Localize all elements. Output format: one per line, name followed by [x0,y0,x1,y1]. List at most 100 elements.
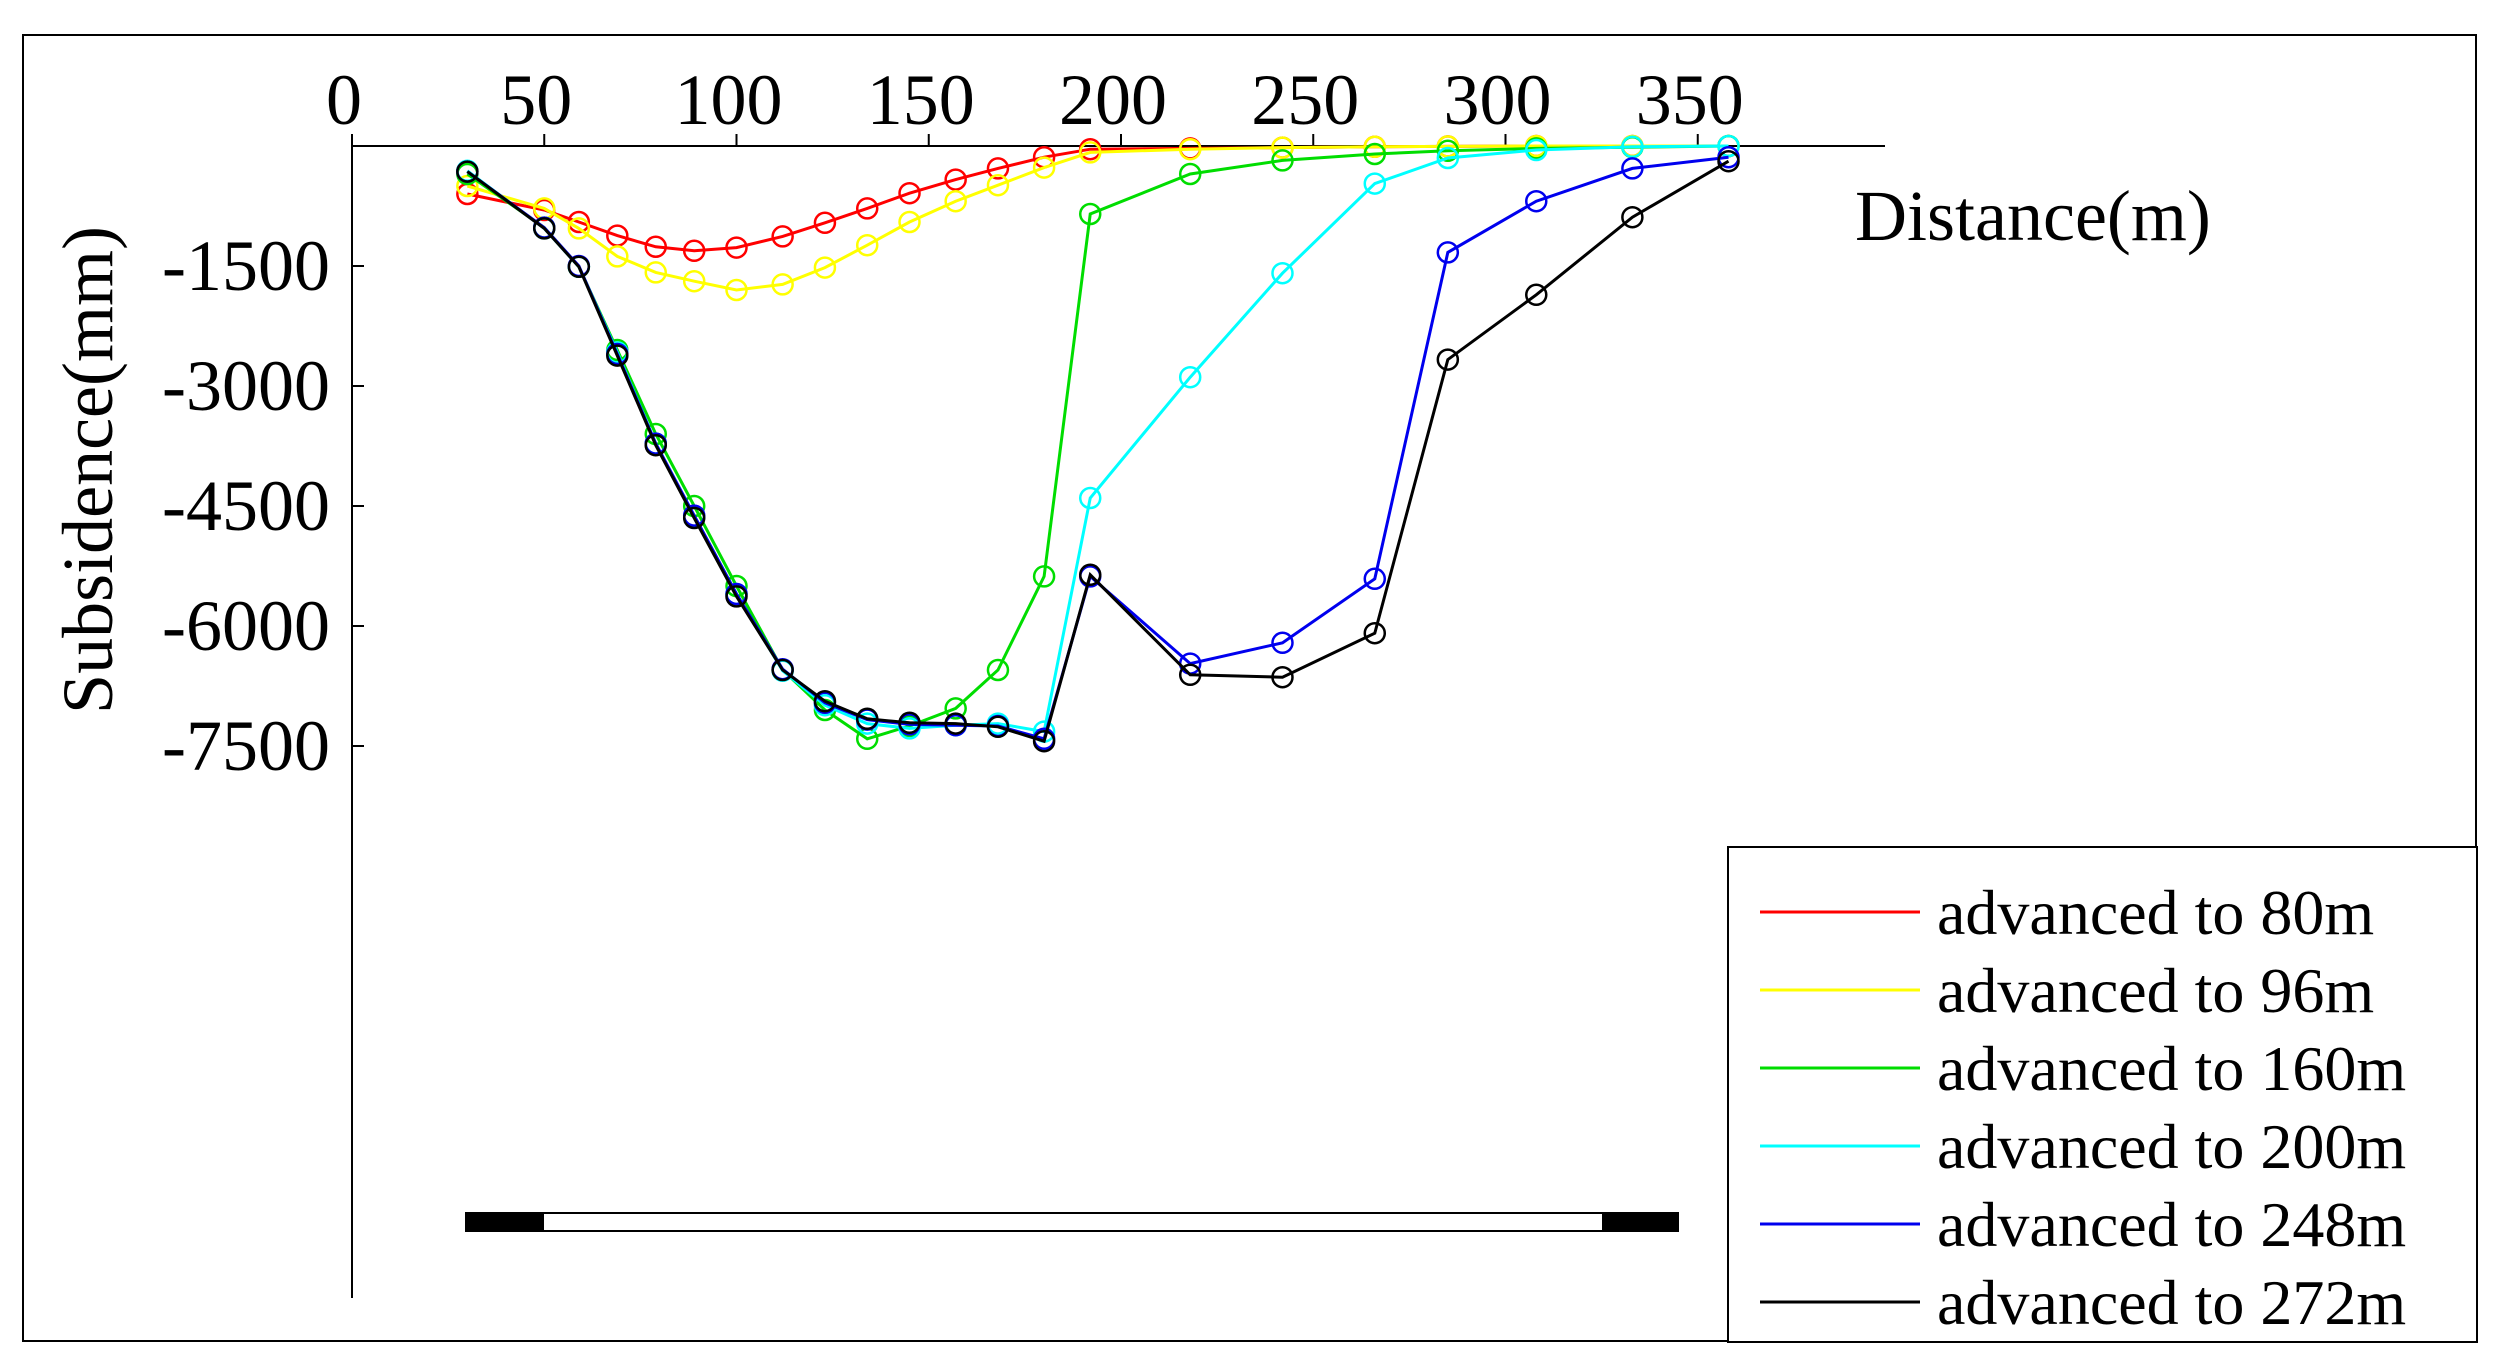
y-axis-label: Subsidence(mm) [48,226,128,714]
data-point [1525,189,1548,213]
series-6 [456,149,1740,753]
x-tick-label: 0 [326,60,362,140]
data-point [456,174,479,198]
y-tick-label: -6000 [162,586,330,666]
data-point [813,689,837,713]
data-point [1621,157,1644,180]
mining-panel-outline [465,1212,1679,1232]
data-point [725,278,748,302]
series-line [466,144,1729,734]
data-point [682,269,706,293]
x-tick-label: 300 [1444,60,1552,140]
data-point [944,697,967,720]
data-point [986,173,1010,197]
series-line [466,144,1729,741]
y-tick-label: -3000 [162,346,330,426]
data-point [986,658,1010,682]
series-line [466,159,1730,744]
data-point [1525,283,1548,307]
data-point [771,658,794,682]
data-point [1717,149,1740,173]
data-point [898,181,921,205]
data-point [1078,563,1102,587]
mining-panel-right-pillar [1602,1213,1678,1231]
data-point [1363,567,1387,591]
y-tick-label: -1500 [162,226,330,306]
data-point [1271,149,1294,172]
data-point [1271,631,1294,655]
data-point [1525,138,1548,162]
series-group [456,134,1740,753]
data-point [1436,348,1460,371]
legend-label: advanced to 200m [1937,1111,2406,1182]
data-point [986,715,1010,739]
y-tick-label: -4500 [162,466,330,546]
data-point [1178,137,1202,161]
data-point [567,255,591,279]
data-point [1178,162,1202,186]
data-point [644,433,668,457]
mining-panel-left-pillar [466,1213,544,1231]
x-tick-labels: 0 50 100 150 200 250 300 350 [326,60,1744,146]
data-point [533,217,556,240]
data-point [1078,141,1102,164]
data-point [682,506,706,530]
data-point [1032,565,1056,588]
data-point [725,236,748,259]
x-axis-label: Distance(m) [1855,176,2211,256]
data-point [606,344,629,367]
data-point [1178,663,1202,687]
data-point [944,189,967,213]
data-point [944,168,967,191]
data-point [725,585,748,608]
data-point [1271,261,1294,285]
data-point [898,711,921,735]
legend-label: advanced to 272m [1937,1267,2406,1338]
legend-label: advanced to 80m [1937,877,2374,948]
data-point [813,211,837,235]
data-point [456,160,479,183]
data-point [606,245,629,268]
x-tick-label: 350 [1636,60,1744,140]
series-3 [456,134,1740,751]
data-point [1717,134,1740,158]
y-tick-labels: -1500 -3000 -4500 -6000 -7500 [162,226,364,786]
x-tick-label: 100 [675,60,783,140]
data-point [944,712,967,735]
data-point [644,261,668,284]
x-tick-label: 200 [1059,60,1167,140]
x-tick-label: 250 [1251,60,1359,140]
data-point [1436,241,1460,264]
data-point [1271,665,1294,689]
data-point [1436,139,1460,163]
data-point [1363,142,1387,166]
data-point [813,256,837,279]
data-point [771,225,794,248]
data-point [1032,156,1056,179]
series-line [466,144,1729,292]
data-point [682,239,706,263]
data-point [1363,172,1387,195]
y-tick-label: -7500 [162,706,330,786]
data-point [1178,365,1202,389]
data-point [855,707,879,731]
legend-label: advanced to 96m [1937,955,2374,1026]
mining-panel-bar [465,1212,1679,1232]
data-point [1363,621,1387,645]
data-point [986,157,1010,180]
axes [351,145,1885,1298]
x-tick-label: 50 [500,60,572,140]
series-2 [456,134,1740,302]
data-point [771,273,794,296]
data-point [1621,135,1644,159]
legend-label: advanced to 160m [1937,1033,2406,1104]
data-point [855,233,879,257]
legend-label: advanced to 248m [1937,1189,2406,1260]
data-point [1032,729,1056,753]
data-point [1078,486,1102,510]
figure-frame [22,34,2477,1342]
data-point [898,210,921,234]
data-point [644,235,668,259]
